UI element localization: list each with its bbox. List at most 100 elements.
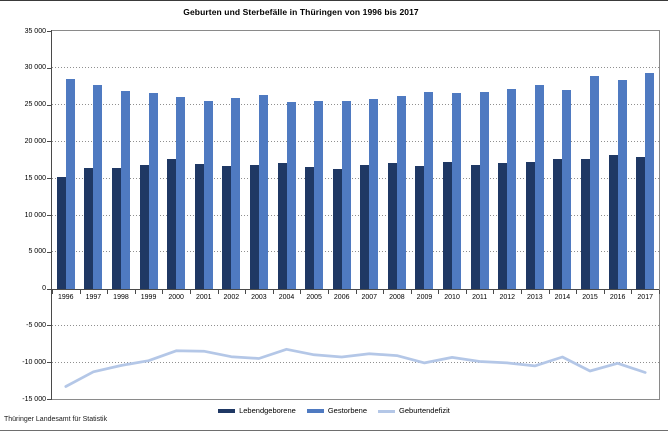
bar-gestorbene-1999 xyxy=(148,93,158,289)
y-axis-tick xyxy=(47,399,51,400)
x-axis-tick xyxy=(355,289,357,294)
y-axis-tick xyxy=(47,325,51,327)
bar-gestorbene-2000 xyxy=(176,97,186,289)
x-axis-year-label: 1997 xyxy=(85,293,102,301)
bar-lebendgeborene-2017 xyxy=(636,156,646,289)
x-axis-year-label: 2004 xyxy=(278,293,295,301)
x-axis-year-label: 2011 xyxy=(472,293,488,301)
bar-lebendgeborene-2012 xyxy=(498,163,508,289)
bar-lebendgeborene-1996 xyxy=(56,177,66,289)
deficit-line xyxy=(64,347,647,388)
bar-lebendgeborene-2011 xyxy=(470,165,480,289)
gridline-10000 xyxy=(52,214,659,216)
bar-gestorbene-1998 xyxy=(120,90,130,289)
x-axis-year-label: 2000 xyxy=(168,293,184,301)
x-axis-year-label: 2010 xyxy=(444,293,460,301)
gridline-20000 xyxy=(52,140,659,142)
bar-lebendgeborene-2005 xyxy=(305,167,315,289)
gridline--5000 xyxy=(52,324,659,326)
x-axis-year-label: 1998 xyxy=(113,293,129,301)
bar-lebendgeborene-2013 xyxy=(525,162,535,289)
bar-gestorbene-2006 xyxy=(341,100,351,289)
y-axis-tick xyxy=(47,31,51,32)
x-axis-year-label: 2006 xyxy=(333,293,350,301)
bar-gestorbene-2017 xyxy=(645,72,655,289)
plot-area: 1996 1997 1998 1999 2000 2001 2002 2003 2004 2005… xyxy=(51,30,660,400)
y-axis-line xyxy=(51,30,52,400)
bar-lebendgeborene-2002 xyxy=(222,165,232,289)
x-axis-year-label: 1999 xyxy=(140,293,157,301)
gridline--10000 xyxy=(52,361,659,363)
y-axis-tick xyxy=(47,362,51,364)
x-axis-year-label: 2016 xyxy=(609,293,626,301)
chart-title: Geburten und Sterbefälle in Thüringen vo… xyxy=(183,7,419,17)
top-rule xyxy=(0,0,668,1)
bar-gestorbene-2003 xyxy=(258,95,268,289)
legend-label: Geburtendefizit xyxy=(399,406,450,415)
x-axis-tick xyxy=(217,289,219,294)
x-axis-year-label: 2003 xyxy=(251,293,267,301)
y-axis-tick xyxy=(47,178,51,180)
x-axis-tick xyxy=(410,289,412,294)
bar-gestorbene-2016 xyxy=(617,80,627,289)
x-axis-year-label: 2014 xyxy=(554,293,571,301)
x-axis-tick xyxy=(576,289,578,294)
legend-swatch-gestorbene xyxy=(306,409,324,413)
y-axis-tick-label: 5 000 xyxy=(28,248,46,256)
y-axis-tick xyxy=(47,104,51,106)
y-axis-tick xyxy=(47,141,51,143)
x-axis-tick xyxy=(383,289,385,294)
x-axis-year-label: 2008 xyxy=(389,293,405,301)
x-axis-year-label: 2001 xyxy=(195,293,212,301)
legend-label: Gestorbene xyxy=(327,406,368,415)
x-axis-tick xyxy=(79,289,81,294)
x-axis-year-label: 2017 xyxy=(637,293,653,301)
x-axis-tick xyxy=(631,289,633,294)
y-axis-tick xyxy=(47,251,51,253)
x-axis-year-label: 2009 xyxy=(416,293,433,301)
bar-gestorbene-2011 xyxy=(479,92,489,289)
x-axis-tick xyxy=(272,289,274,294)
legend-item-lebendgeborene: Lebendgeborene xyxy=(218,406,296,416)
bar-gestorbene-2002 xyxy=(231,97,241,289)
legend-label: Lebendgeborene xyxy=(239,406,296,415)
x-axis-year-label: 2005 xyxy=(306,293,322,301)
x-axis-tick xyxy=(327,289,329,294)
bar-gestorbene-2004 xyxy=(286,102,296,289)
x-axis-tick xyxy=(300,289,302,294)
x-axis-tick xyxy=(659,289,660,294)
x-axis-tick xyxy=(245,289,247,294)
bar-lebendgeborene-2014 xyxy=(553,158,563,289)
y-axis-tick-label: -10 000 xyxy=(22,358,46,366)
bar-lebendgeborene-2006 xyxy=(332,169,342,289)
source-note: Thüringer Landesamt für Statistik xyxy=(4,416,108,423)
x-axis-tick xyxy=(107,289,109,294)
x-axis-tick xyxy=(465,289,467,294)
x-axis-year-label: 1996 xyxy=(58,293,74,301)
y-axis-tick-label: 25 000 xyxy=(24,101,46,109)
bar-gestorbene-2012 xyxy=(507,88,517,289)
legend-swatch-geburtendefizit xyxy=(378,409,396,413)
y-axis-tick xyxy=(47,67,51,69)
bar-gestorbene-2007 xyxy=(369,99,379,289)
bar-lebendgeborene-2004 xyxy=(277,163,287,289)
x-axis-tick xyxy=(134,289,136,294)
x-axis-year-label: 2012 xyxy=(499,293,516,301)
y-axis-tick-label: 15 000 xyxy=(24,174,46,182)
gridline-15000 xyxy=(52,177,659,179)
bar-lebendgeborene-2008 xyxy=(387,162,397,289)
bar-gestorbene-1997 xyxy=(93,85,103,289)
y-axis-tick-label: -15 000 xyxy=(22,395,46,403)
x-axis-tick xyxy=(493,289,495,294)
legend-swatch-lebendgeborene xyxy=(218,409,236,413)
gridline-30000 xyxy=(52,67,659,69)
bar-lebendgeborene-2009 xyxy=(415,166,425,289)
x-axis-year-label: 2013 xyxy=(527,293,543,301)
y-axis-tick-label: 20 000 xyxy=(24,137,46,145)
y-axis-tick xyxy=(47,288,51,290)
y-axis-tick-label: 30 000 xyxy=(24,64,46,72)
bar-gestorbene-2008 xyxy=(396,95,406,289)
y-axis-tick-label: 10 000 xyxy=(24,211,46,219)
x-axis-tick xyxy=(189,289,191,294)
